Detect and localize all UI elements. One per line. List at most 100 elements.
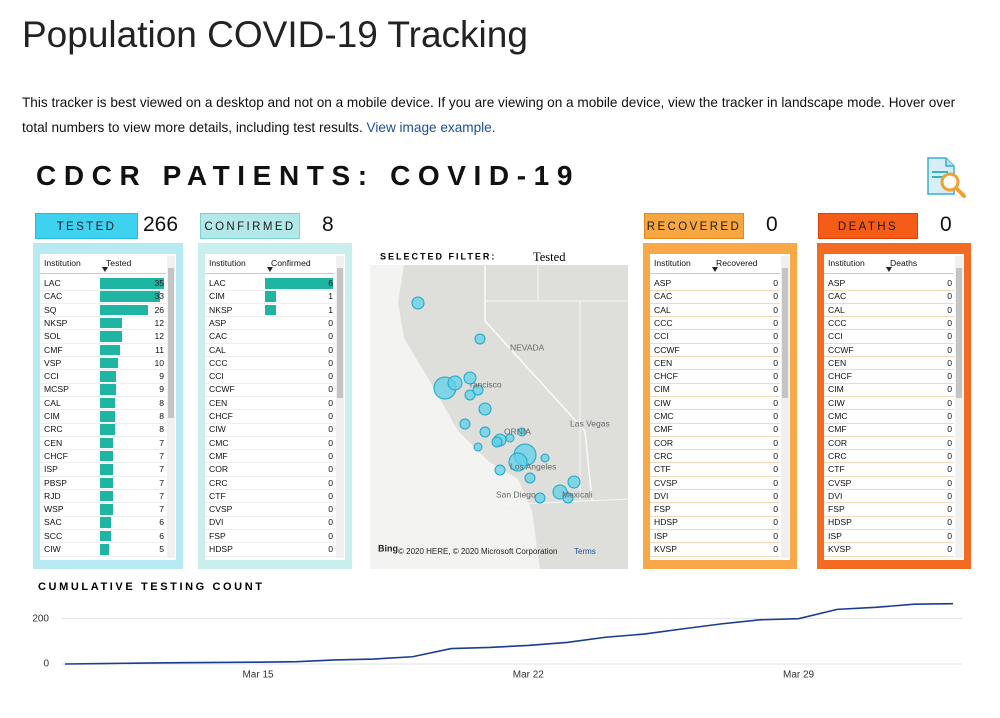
row-line [205, 356, 335, 357]
row-name: CEN [209, 397, 228, 408]
row-line [650, 449, 780, 451]
data-bar [100, 450, 113, 462]
line-chart: CUMULATIVE TESTING COUNT 0 200 Mar 15 Mar 22… [32, 581, 962, 681]
sort-arrow [267, 267, 273, 272]
header-line [40, 273, 166, 274]
chart-title: CUMULATIVE TESTING COUNT [38, 581, 265, 593]
row-value: 0 [773, 344, 778, 355]
data-bar [100, 291, 161, 302]
x-tick-label: Mar 22 [513, 670, 545, 681]
row-name: MCSP [44, 384, 69, 395]
row-value: 0 [947, 504, 952, 515]
row-value: 7 [159, 464, 164, 475]
row-value: 9 [159, 371, 164, 382]
row-line [40, 435, 166, 437]
row-value: 0 [773, 371, 778, 382]
row-name: CCWF [654, 344, 680, 355]
row-line [40, 395, 166, 397]
row-value: 11 [155, 344, 164, 355]
row-value: 5 [159, 544, 164, 554]
row-value: 12 [154, 317, 164, 328]
map-terms: Terms [574, 547, 596, 556]
row-line [650, 555, 780, 557]
row-value: 0 [947, 477, 952, 488]
row-name: CCC [654, 317, 673, 328]
row-name: CIM [44, 411, 60, 421]
row-line [205, 528, 335, 530]
row-line [205, 555, 335, 557]
row-value: 0 [328, 490, 333, 501]
column-header: Confirmed [271, 258, 311, 268]
row-value: 0 [773, 530, 778, 541]
row-value: 0 [773, 304, 778, 315]
row-name: CEN [44, 437, 63, 448]
row-value: 0 [328, 464, 333, 475]
row-name: CHCF [44, 450, 68, 461]
row-line [650, 409, 780, 411]
data-bar [100, 397, 115, 409]
row-name: CCWF [209, 384, 235, 395]
scrollbar [781, 256, 789, 558]
row-line [205, 409, 335, 411]
panel-label: TESTED [35, 213, 138, 239]
row-line [40, 329, 166, 331]
page-title: Population COVID-19 Tracking [22, 14, 528, 55]
intro: This tracker is best viewed on a desktop… [22, 90, 982, 140]
row-name: CRC [654, 450, 673, 461]
row-line [205, 435, 335, 437]
row-value: 1 [328, 304, 333, 315]
row-line [824, 515, 954, 517]
row-name: CRC [44, 424, 63, 435]
data-bar [100, 411, 115, 422]
row-value: 0 [328, 424, 333, 435]
row-name: CAL [44, 397, 61, 408]
line-series [64, 602, 954, 665]
row-value: 0 [947, 357, 952, 368]
panel: Institution Deaths ASP 0 CAC 0 CAL 0 CCC 0 CCI 0 CCW… [817, 243, 971, 569]
row-name: CEN [654, 357, 673, 368]
row-line [824, 382, 954, 384]
example-link[interactable]: View image example. [366, 120, 496, 135]
row-line [40, 462, 166, 464]
row-line [40, 369, 166, 371]
row-name: CCI [654, 331, 669, 342]
row-line [205, 449, 335, 451]
map-label: Los Angeles [510, 461, 556, 471]
row-value: 0 [947, 384, 952, 395]
row-name: CVSP [654, 477, 678, 488]
row-value: 0 [947, 544, 952, 554]
row-name: ASP [828, 278, 846, 288]
row-line [824, 356, 954, 357]
row-value: 0 [328, 450, 333, 461]
row-line [824, 462, 954, 464]
row-line [650, 542, 780, 544]
row-name: WSP [44, 504, 64, 515]
row-name: PBSP [44, 477, 67, 488]
row-line [824, 289, 954, 291]
row-line [650, 422, 780, 424]
row-line [40, 422, 166, 424]
row-value: 8 [159, 424, 164, 435]
row-name: FSP [209, 530, 226, 541]
row-name: CMF [828, 424, 847, 435]
row-value: 0 [328, 411, 333, 421]
row-value: 0 [773, 517, 778, 528]
column-header: Institution [44, 258, 81, 268]
row-name: ASP [654, 278, 672, 288]
row-name: CCI [209, 371, 224, 382]
scroll-thumb [956, 268, 962, 398]
row-value: 0 [773, 317, 778, 328]
row-line [205, 316, 335, 318]
data-bar [100, 424, 115, 435]
row-line [205, 342, 335, 344]
row-line [650, 395, 780, 397]
row-name: ISP [44, 464, 58, 475]
row-name: CAC [209, 331, 228, 342]
row-line [205, 302, 335, 304]
row-line [650, 489, 780, 490]
x-tick-label: Mar 29 [783, 670, 815, 681]
map-label: Las Vegas [570, 418, 610, 428]
row-name: ISP [654, 530, 668, 541]
row-line [205, 382, 335, 384]
row-name: HDSP [209, 544, 233, 554]
